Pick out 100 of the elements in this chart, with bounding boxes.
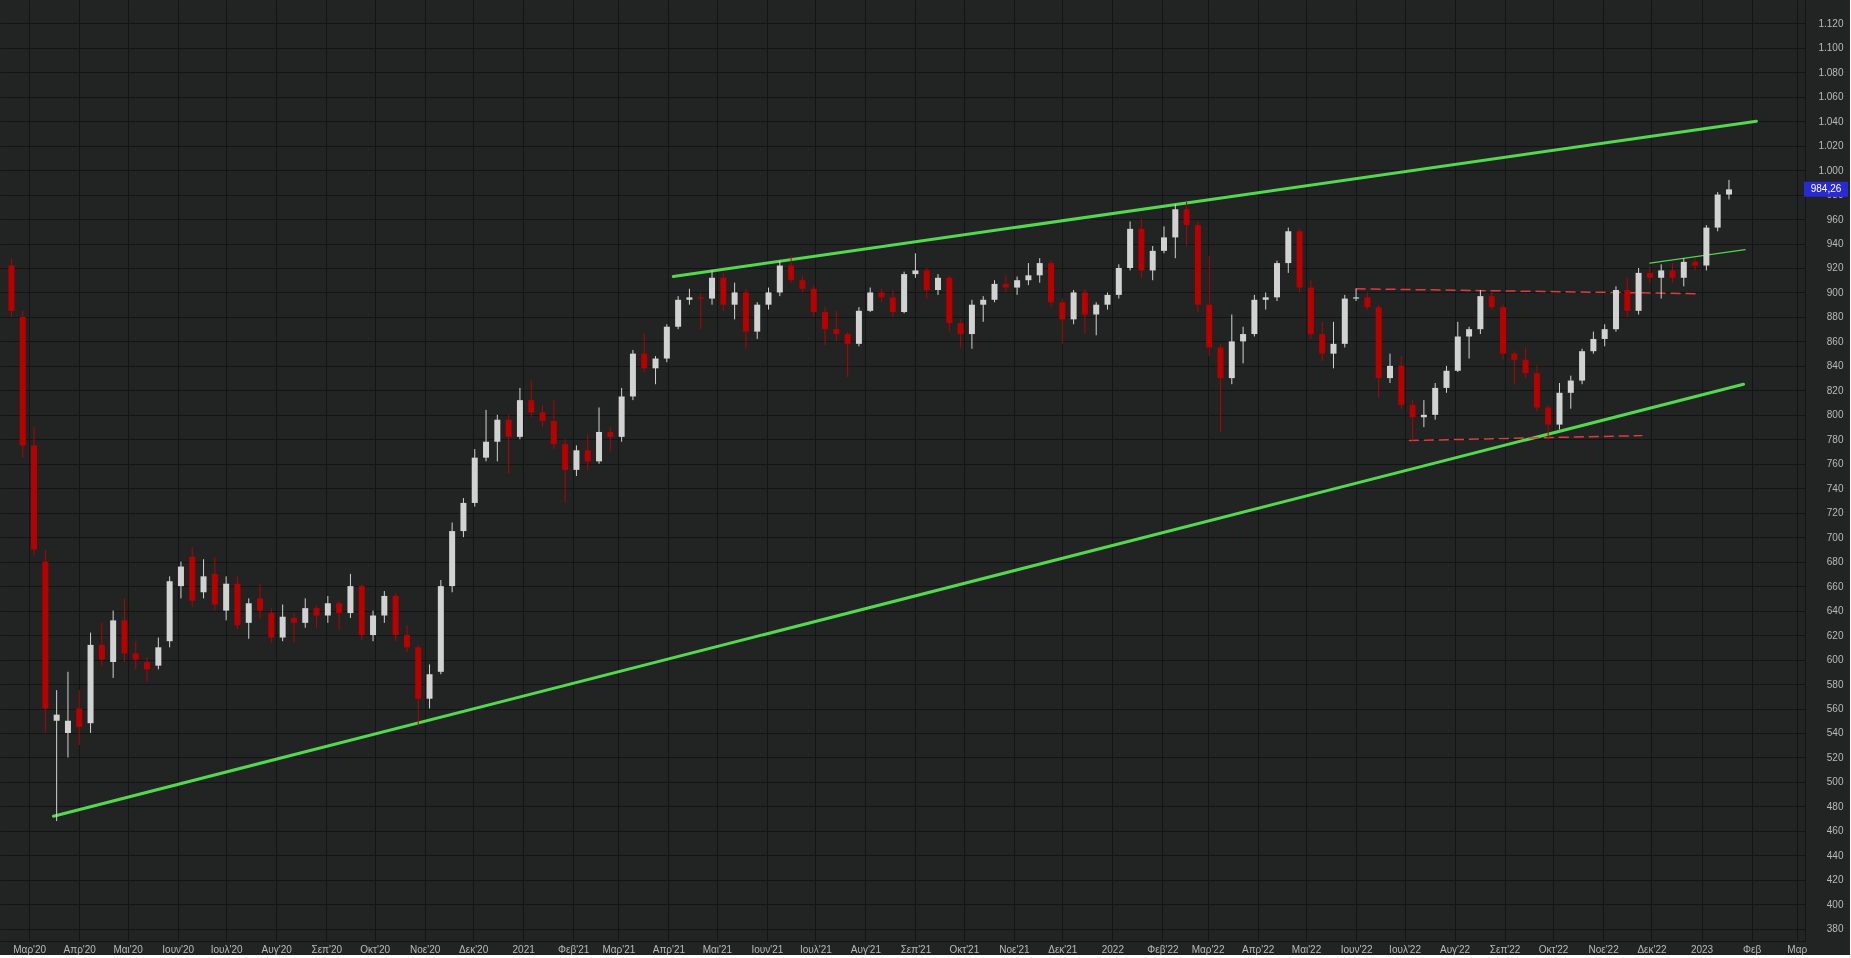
candlestick [1545, 404, 1552, 442]
candlestick [1522, 347, 1529, 379]
y-tick-label: 520 [1826, 751, 1844, 763]
text: 984,26 [1810, 183, 1842, 195]
y-tick-label: 1.100 [1818, 42, 1844, 54]
x-tick-label: Δεκ'21 [1048, 943, 1078, 955]
candlestick [257, 583, 264, 620]
y-tick-label: 700 [1826, 531, 1844, 543]
candlestick [1601, 323, 1608, 347]
y-tick-label: 540 [1826, 727, 1844, 739]
candlestick [381, 590, 388, 624]
x-tick-label: Αυγ'20 [261, 943, 293, 955]
candlestick [1692, 257, 1699, 271]
y-tick-label: 1.000 [1818, 164, 1844, 176]
y-tick-label: 440 [1826, 849, 1844, 861]
candlestick [1059, 298, 1066, 345]
candlestick [528, 380, 535, 418]
candlestick [867, 287, 874, 313]
candlestick [935, 273, 942, 296]
x-tick-label: Ιουλ'22 [1389, 943, 1422, 955]
candlestick [697, 291, 704, 330]
y-tick-label: 620 [1826, 629, 1844, 641]
y-tick-label: 380 [1826, 923, 1844, 935]
x-tick-label: Οκτ'22 [1538, 943, 1569, 955]
candlestick [505, 414, 512, 475]
candlestick [980, 295, 987, 323]
candlestick [550, 399, 557, 450]
candlestick [1725, 179, 1732, 200]
candlestick [1624, 277, 1631, 318]
candlestick [1093, 301, 1100, 336]
candlestick [844, 331, 851, 378]
candlestick [957, 318, 964, 349]
x-tick-label: Φεβ'21 [558, 943, 590, 955]
candlestick [76, 689, 83, 746]
x-tick-label: Ιουλ'21 [799, 943, 833, 955]
candlestick [584, 433, 591, 471]
candlestick [1025, 262, 1032, 286]
candlestick [1466, 326, 1473, 360]
x-tick-label: 2022 [1101, 943, 1125, 955]
x-tick-label: Μαι'22 [1291, 943, 1322, 955]
x-tick-label: Ιουν'21 [751, 943, 784, 955]
candlestick [403, 624, 410, 653]
candlestick [494, 414, 501, 462]
y-tick-label: 920 [1826, 262, 1844, 274]
y-tick-label: 1.040 [1818, 115, 1844, 127]
candlestick [177, 561, 184, 599]
candlestick [200, 558, 207, 599]
y-tick-label: 760 [1826, 458, 1844, 470]
x-tick-label: Νοε'22 [1588, 943, 1620, 955]
x-tick-label: Μαρ'22 [1191, 943, 1225, 955]
candlestick [302, 597, 309, 629]
y-tick-label: 960 [1826, 213, 1844, 225]
x-tick-label: Φεβ'22 [1147, 943, 1179, 955]
x-tick-label: 2021 [512, 943, 536, 955]
candlestick [731, 282, 738, 320]
x-tick-label: Μαρ'20 [13, 943, 47, 955]
x-tick-label: Ιουλ'20 [210, 943, 243, 955]
y-tick-label: 1.060 [1818, 91, 1844, 103]
candlestick [1319, 321, 1326, 362]
candlestick [709, 269, 716, 306]
y-tick-label: 460 [1826, 825, 1844, 837]
candlestick [1014, 276, 1021, 296]
candlestick [923, 267, 930, 300]
candlestick [1353, 288, 1360, 302]
y-tick-label: 1.080 [1818, 66, 1844, 78]
x-tick-label: Δεκ'20 [459, 943, 489, 955]
candlestick [313, 605, 320, 629]
y-tick-label: 560 [1826, 703, 1844, 714]
y-tick-label: 580 [1826, 678, 1844, 690]
y-tick-label: 680 [1826, 556, 1844, 568]
candlestick [336, 600, 343, 631]
candlestick [1567, 375, 1574, 410]
y-tick-label: 880 [1826, 311, 1844, 323]
candlestick [1149, 245, 1156, 281]
y-tick-label: 860 [1826, 335, 1844, 347]
x-tick-label: Οκτ'20 [360, 943, 391, 955]
y-tick-label: 900 [1826, 286, 1844, 298]
x-tick-label: Απρ'20 [63, 943, 97, 955]
x-tick-label: Νοε'21 [999, 943, 1030, 955]
y-tick-label: 820 [1826, 384, 1844, 396]
x-tick-label: Σεπ'21 [900, 943, 932, 955]
candlestick [53, 689, 60, 822]
y-tick-label: 600 [1826, 654, 1844, 666]
candlestick [1443, 365, 1450, 394]
y-tick-label: 800 [1826, 409, 1844, 421]
y-tick-label: 500 [1826, 776, 1844, 788]
y-tick-label: 720 [1826, 507, 1844, 519]
candlestick [155, 637, 162, 670]
candlestick [1240, 326, 1247, 364]
candlestick [1511, 350, 1518, 385]
x-tick-label: Αυγ'21 [850, 943, 882, 955]
x-tick-label: Ιουν'22 [1340, 943, 1373, 955]
candlestick [1330, 321, 1337, 369]
candlestick [1183, 201, 1190, 247]
candlestick [245, 597, 252, 640]
candlestick [1646, 266, 1653, 284]
candlestick [810, 284, 817, 318]
candlestick [1386, 353, 1393, 384]
x-tick-label: Αυγ'22 [1439, 943, 1471, 955]
y-tick-label: 420 [1826, 874, 1844, 886]
